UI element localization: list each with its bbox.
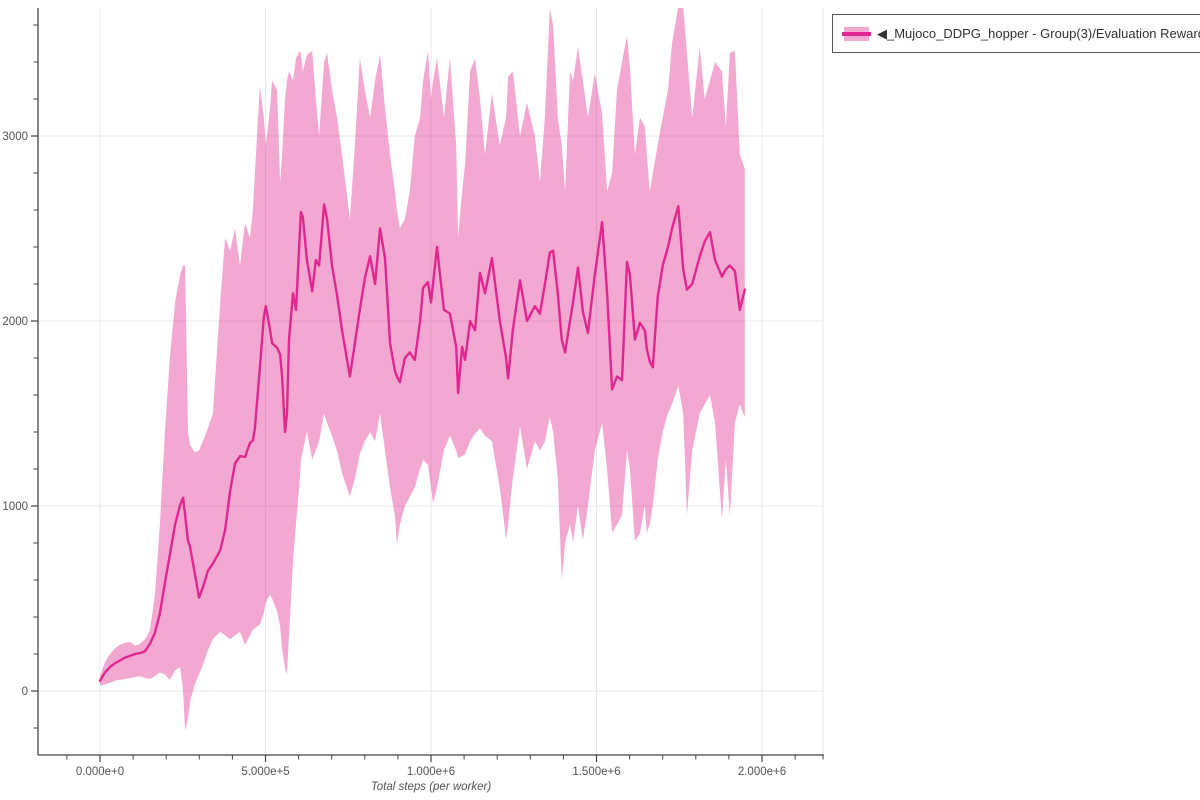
legend-swatch-icon [842, 26, 871, 41]
legend-label: ◀_Mujoco_DDPG_hopper - Group(3)/Evaluati… [877, 25, 1200, 41]
x-tick-label: 2.000e+6 [738, 766, 786, 778]
axes [31, 8, 824, 762]
y-tick-label: 2000 [2, 316, 28, 328]
legend[interactable]: ◀_Mujoco_DDPG_hopper - Group(3)/Evaluati… [832, 14, 1200, 53]
y-tick-label: 1000 [2, 501, 28, 513]
x-tick-label: 1.000e+6 [407, 766, 455, 778]
legend-line-icon [842, 31, 871, 36]
x-axis-title: Total steps (per worker) [370, 781, 492, 793]
tick-labels: 0.000e+0 5.000e+5 1.000e+6 1.500e+6 2.000e+6… [2, 131, 786, 778]
x-tick-label: 5.000e+5 [241, 766, 289, 778]
confidence-band [100, 8, 745, 731]
y-tick-label: 0 [22, 686, 28, 698]
gridlines [38, 8, 824, 755]
x-tick-label: 1.500e+6 [572, 766, 620, 778]
mean-line [98, 203, 746, 682]
y-tick-label: 3000 [2, 131, 28, 143]
x-tick-label: 0.000e+0 [76, 766, 124, 778]
